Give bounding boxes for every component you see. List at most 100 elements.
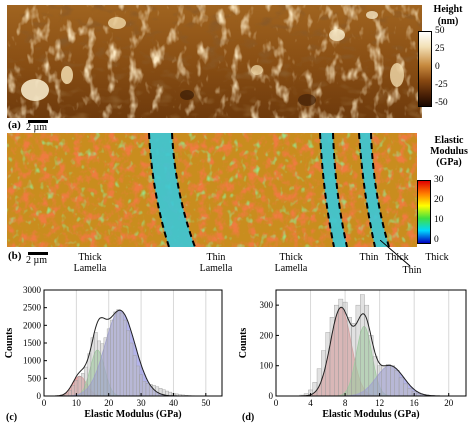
x-tick-label: 40 bbox=[169, 398, 179, 408]
histogram-bar bbox=[113, 311, 118, 397]
histogram-bar bbox=[394, 370, 400, 397]
panel-label: (d) bbox=[242, 412, 254, 423]
histogram-bar bbox=[145, 383, 150, 397]
histogram-bar bbox=[84, 366, 88, 397]
modulus-tick-10: 10 bbox=[434, 215, 444, 225]
histogram-bar bbox=[123, 319, 127, 397]
histogram-bar bbox=[139, 374, 143, 397]
histogram-bar bbox=[312, 382, 318, 397]
height-tick-25: 25 bbox=[435, 44, 445, 54]
scale-bar-a bbox=[28, 120, 48, 123]
height-tick-0: 0 bbox=[435, 62, 440, 72]
panel-label: (c) bbox=[6, 412, 17, 423]
x-tick-label: 10 bbox=[72, 398, 82, 408]
histogram-bar bbox=[403, 383, 408, 397]
region-label-thin-3: Thin bbox=[402, 265, 422, 276]
histogram-bar bbox=[71, 385, 75, 397]
modulus-tick-20: 20 bbox=[434, 195, 444, 205]
histogram-bar bbox=[142, 380, 147, 397]
histogram-bar bbox=[390, 365, 395, 397]
height-colorbar bbox=[418, 31, 432, 107]
histogram-bar bbox=[351, 323, 357, 397]
x-tick-label: 12 bbox=[375, 398, 384, 408]
histogram-bar bbox=[329, 317, 335, 397]
x-tick-label: 20 bbox=[104, 398, 114, 408]
thin-3-pointer bbox=[380, 240, 411, 267]
y-tick-label: 2500 bbox=[23, 303, 42, 313]
histogram-bar bbox=[377, 365, 382, 397]
histogram-bar bbox=[106, 328, 111, 397]
y-tick-label: 0 bbox=[269, 391, 274, 401]
histogram-bar bbox=[68, 390, 72, 397]
height-tick-50: 50 bbox=[435, 26, 445, 36]
histogram-bar bbox=[385, 363, 391, 397]
histogram-bar bbox=[407, 388, 413, 397]
y-tick-label: 100 bbox=[260, 361, 274, 371]
region-label-thin-2: Thin bbox=[359, 252, 379, 263]
histogram-bar bbox=[116, 309, 121, 397]
y-tick-label: 3000 bbox=[23, 285, 42, 295]
x-tick-label: 0 bbox=[42, 398, 47, 408]
histogram-bar bbox=[103, 337, 108, 397]
y-tick-label: 1000 bbox=[23, 356, 42, 366]
x-axis-label: Elastic Modulus (GPa) bbox=[84, 409, 181, 420]
histogram-bar bbox=[347, 317, 352, 397]
modulus-colorbar-title: Elastic Modulus (GPa) bbox=[430, 135, 468, 168]
modulus-map-image bbox=[7, 133, 417, 247]
modulus-colorbar bbox=[417, 180, 431, 244]
x-tick-label: 20 bbox=[444, 398, 454, 408]
histogram-bar bbox=[132, 355, 137, 397]
modulus-tick-0: 0 bbox=[434, 235, 439, 245]
histogram-bar bbox=[129, 342, 134, 397]
x-tick-label: 0 bbox=[274, 398, 279, 408]
y-tick-label: 200 bbox=[260, 330, 274, 340]
y-tick-label: 0 bbox=[37, 391, 42, 401]
height-tick-m50: -50 bbox=[435, 98, 448, 108]
y-tick-label: 500 bbox=[28, 373, 42, 383]
y-axis-label: Counts bbox=[4, 328, 15, 359]
region-label-thick-3: Thick bbox=[385, 252, 409, 263]
modulus-tick-30: 30 bbox=[434, 175, 444, 185]
histogram-bar bbox=[136, 365, 140, 397]
histogram-bar bbox=[398, 377, 404, 397]
y-tick-label: 2000 bbox=[23, 320, 42, 330]
panel-a-label: (a) bbox=[8, 119, 21, 131]
histogram-bar bbox=[158, 388, 163, 397]
scale-bar-b bbox=[28, 252, 48, 255]
x-axis-label: Elastic Modulus (GPa) bbox=[322, 409, 419, 420]
x-tick-label: 16 bbox=[410, 398, 420, 408]
histogram-bar bbox=[77, 376, 82, 397]
axes-frame bbox=[275, 289, 467, 397]
histogram-bar bbox=[97, 340, 101, 397]
region-label-thick-lamella-2: Thick Lamella bbox=[274, 252, 308, 274]
y-axis-label: Counts bbox=[238, 328, 249, 359]
histogram-bar bbox=[93, 332, 98, 397]
histogram-bar bbox=[110, 319, 114, 397]
histogram-bar bbox=[119, 312, 124, 397]
scale-bar-b-label: 2 µm bbox=[26, 255, 48, 266]
region-label-thick-lamella-1: Thick Lamella bbox=[73, 252, 107, 274]
histogram-bar bbox=[81, 373, 85, 397]
x-tick-label: 4 bbox=[308, 398, 313, 408]
height-tick-m25: -25 bbox=[435, 80, 448, 90]
x-tick-label: 8 bbox=[343, 398, 348, 408]
histogram-bar bbox=[338, 298, 344, 397]
x-tick-label: 50 bbox=[201, 398, 211, 408]
histogram-bar bbox=[355, 304, 361, 397]
histogram-bar bbox=[100, 343, 105, 397]
y-tick-label: 1500 bbox=[23, 338, 42, 348]
height-map-image bbox=[7, 5, 422, 118]
panel-b-label: (b) bbox=[8, 250, 22, 262]
histogram-c: 0 10 20 30 40 50050010001500200025003000Elast… bbox=[4, 285, 223, 423]
histogram-bar bbox=[126, 330, 130, 397]
height-colorbar-title: Height (nm) bbox=[433, 4, 463, 27]
y-tick-label: 300 bbox=[260, 300, 274, 310]
histogram-bar bbox=[372, 356, 378, 397]
histogram-bar bbox=[87, 353, 92, 397]
region-label-thick-4: Thick bbox=[425, 252, 449, 263]
histogram-bar bbox=[334, 304, 339, 397]
scale-bar-a-label: 2 µm bbox=[26, 122, 48, 133]
histogram-bar bbox=[381, 365, 387, 397]
x-tick-label: 30 bbox=[137, 398, 147, 408]
